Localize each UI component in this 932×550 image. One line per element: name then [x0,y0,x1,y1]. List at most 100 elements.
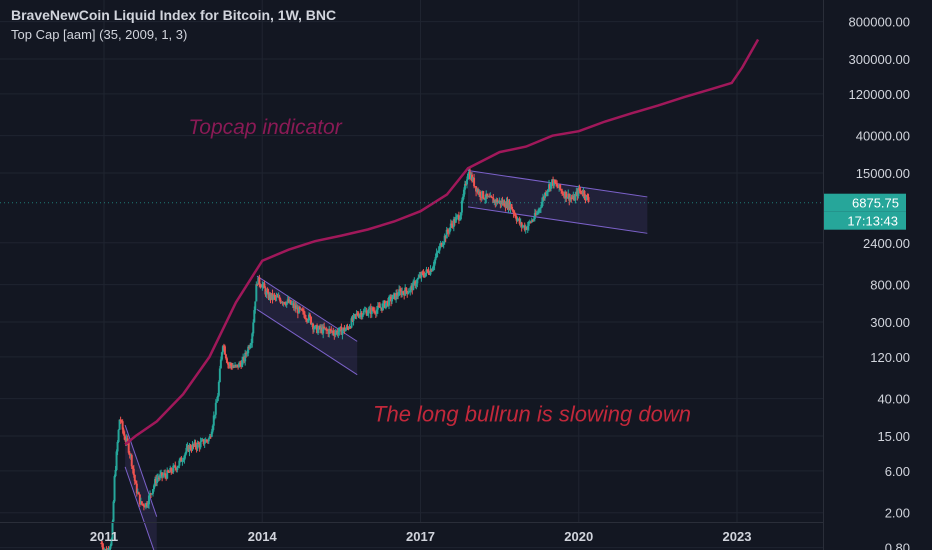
candle-body [163,473,166,476]
candle-body [506,200,509,209]
candle-body [173,465,176,467]
candle-body [265,291,268,295]
y-tick-label: 800000.00 [849,15,910,30]
candle-body [201,439,204,441]
candle-body [225,358,228,363]
candle-body [314,325,317,329]
candle-body [342,327,345,331]
x-tick-label: 2020 [564,529,593,544]
candle-body [550,182,553,189]
candle-body [297,306,300,314]
candle-body [481,191,484,198]
candle-body [465,179,468,185]
candle-body [193,442,196,446]
annotations[interactable]: Topcap indicator The long bullrun is slow… [188,116,691,427]
candle-body [331,330,334,332]
candle-body [363,310,366,312]
channel-fill [125,425,157,550]
candle-body [563,194,566,198]
x-tick-label: 2011 [90,529,118,544]
candle-body [165,475,168,479]
candle-body [395,292,398,300]
y-tick-label: 40.00 [877,392,910,407]
candle-body [233,366,236,368]
candle-body [369,307,372,314]
candle-body [216,395,219,402]
price-tag-value: 6875.75 [852,196,899,211]
candle-body [102,547,105,550]
candle-body [135,483,138,494]
candle-body [390,296,393,302]
candle-body [461,196,464,201]
candle-body [393,293,396,295]
candle-body [565,191,568,199]
y-tick-label: 15.00 [877,429,910,444]
candle-body [181,460,184,462]
candle-body [432,265,435,269]
candle-body [122,429,125,435]
symbol-title[interactable]: BraveNewCoin Liquid Index for Bitcoin, 1… [11,7,337,23]
candle-body [458,219,461,221]
candle-body [222,346,225,348]
channel-drawings[interactable] [124,170,648,550]
candle-body [283,302,286,304]
candle-body [325,328,328,330]
candle-body [338,327,341,332]
candle-body [132,468,135,475]
candle-body [569,197,572,201]
candle-body [412,281,415,291]
candle-body [494,200,497,203]
y-tick-label: 2400.00 [863,236,910,251]
channel-lower-line [256,309,358,376]
candle-body [379,307,382,309]
candle-body [552,179,555,186]
x-tick-label: 2023 [723,529,752,544]
candle-body [207,438,210,442]
channel-lower-line [124,466,155,550]
candle-body [520,222,523,227]
candle-body [568,193,571,201]
candle-body [513,213,516,215]
candle-body [579,190,582,192]
study-legend[interactable]: Top Cap [aam] (35, 2009, 1, 3) [11,27,188,42]
candle-body [279,299,282,303]
candle-body [153,485,156,490]
candle-body [351,318,354,321]
candle-body [218,368,221,383]
candle-body [113,476,116,502]
candle-body [444,235,447,239]
price-series [100,167,590,550]
candle-body [475,186,478,192]
candle-body [320,327,323,330]
candle-body [266,291,269,293]
candle-body [450,223,453,225]
grid-lines [0,0,823,549]
candle-body [101,543,104,548]
candle-body [583,190,586,197]
candle-body [429,269,432,275]
candle-body [480,196,483,198]
candle-body [179,457,182,461]
candle-body [362,310,365,315]
candle-body [452,219,455,227]
candle-body [531,220,534,222]
candle-body [519,222,522,224]
candle-body [453,219,456,223]
candle-body [328,329,331,334]
time-axis[interactable]: 2011 2014 2017 2020 2023 [0,522,823,545]
candle-body [349,326,352,328]
candle-body [226,362,229,365]
candle-body [298,306,301,310]
price-axis[interactable]: 2400000.00800000.00300000.00120000.00400… [823,0,932,550]
candle-body [489,195,492,198]
candle-body [249,345,252,349]
candle-body [126,438,129,443]
candle-body [437,250,440,252]
candle-body [350,318,353,328]
candle-body [329,329,332,331]
candle-body [277,296,280,298]
candle-body [191,444,194,450]
candle-body [401,291,404,296]
candle-body [228,363,231,365]
